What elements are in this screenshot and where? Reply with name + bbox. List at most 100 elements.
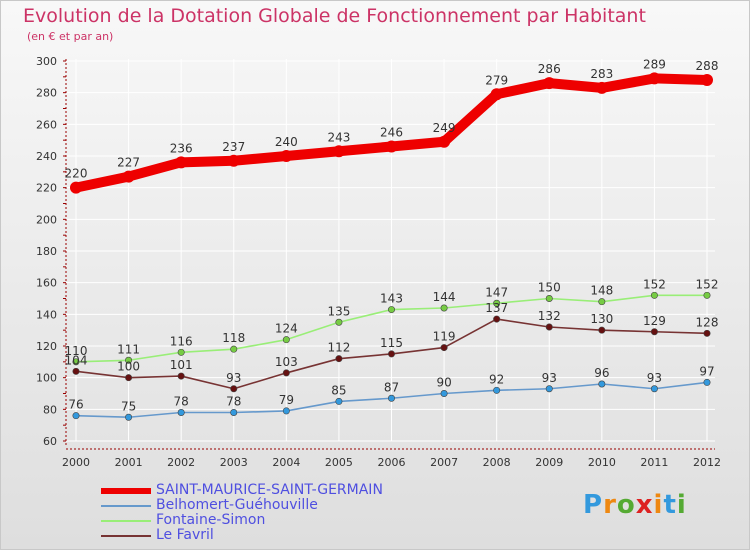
data-point bbox=[125, 374, 133, 382]
chart-subtitle: (en € et par an) bbox=[27, 30, 114, 43]
chart-title: Evolution de la Dotation Globale de Fonc… bbox=[23, 5, 646, 27]
y-tick-label: 300 bbox=[36, 55, 57, 68]
data-label: 124 bbox=[275, 322, 298, 336]
data-point bbox=[177, 372, 185, 380]
data-label: 129 bbox=[643, 314, 666, 328]
data-point bbox=[175, 156, 188, 169]
data-point bbox=[543, 77, 556, 90]
data-point bbox=[387, 306, 395, 314]
legend-label: Fontaine-Simon bbox=[156, 512, 266, 528]
data-label: 78 bbox=[174, 395, 189, 409]
x-tick-label: 2002 bbox=[167, 456, 195, 469]
legend-item: Fontaine-Simon bbox=[101, 513, 431, 528]
data-label: 118 bbox=[222, 331, 245, 345]
data-point bbox=[701, 74, 713, 86]
data-label: 97 bbox=[699, 364, 714, 378]
logo-letter: i bbox=[676, 490, 687, 520]
x-tick-label: 2012 bbox=[693, 456, 721, 469]
y-tick-label: 180 bbox=[36, 245, 57, 258]
data-label: 283 bbox=[590, 67, 613, 81]
grid-lines bbox=[66, 59, 715, 442]
data-label: 240 bbox=[275, 135, 298, 149]
series-lines bbox=[70, 72, 713, 421]
data-point bbox=[648, 72, 661, 85]
data-label: 130 bbox=[590, 312, 613, 326]
y-tick-label: 280 bbox=[36, 87, 57, 100]
x-tick-label: 2009 bbox=[535, 456, 563, 469]
x-tick-label: 2005 bbox=[325, 456, 353, 469]
legend-swatch bbox=[101, 535, 151, 537]
data-label: 78 bbox=[226, 395, 241, 409]
data-label: 115 bbox=[380, 336, 403, 350]
data-point bbox=[440, 344, 448, 352]
legend-label: Belhomert-Guéhouville bbox=[156, 497, 318, 513]
data-point bbox=[703, 378, 711, 386]
legend-swatch bbox=[101, 505, 151, 507]
data-point bbox=[387, 394, 395, 402]
legend-item: SAINT-MAURICE-SAINT-GERMAIN bbox=[101, 483, 431, 498]
data-point bbox=[438, 135, 451, 148]
data-label: 79 bbox=[279, 393, 294, 407]
data-point bbox=[650, 291, 658, 299]
x-tick-label: 2010 bbox=[588, 456, 616, 469]
legend-label: SAINT-MAURICE-SAINT-GERMAIN bbox=[156, 482, 383, 498]
data-point bbox=[332, 145, 345, 158]
data-point bbox=[280, 150, 293, 162]
data-label: 96 bbox=[594, 366, 609, 380]
y-tick-label: 80 bbox=[43, 403, 57, 416]
x-tick-label: 2001 bbox=[115, 456, 143, 469]
y-tick-label: 140 bbox=[36, 308, 57, 321]
data-point bbox=[385, 140, 398, 153]
data-label: 93 bbox=[542, 371, 557, 385]
data-label: 100 bbox=[117, 360, 140, 374]
logo-letter: P bbox=[583, 490, 604, 520]
data-label: 236 bbox=[170, 141, 193, 155]
data-point bbox=[335, 397, 343, 405]
legend-swatch bbox=[101, 488, 151, 494]
data-point bbox=[122, 170, 135, 183]
data-point bbox=[493, 386, 501, 394]
data-label: 144 bbox=[433, 290, 456, 304]
data-label: 112 bbox=[327, 341, 350, 355]
data-label: 116 bbox=[170, 334, 193, 348]
x-tick-label: 2007 bbox=[430, 456, 458, 469]
data-label: 289 bbox=[643, 57, 666, 71]
x-tick-label: 2008 bbox=[483, 456, 511, 469]
y-tick-label: 100 bbox=[36, 372, 57, 385]
x-tick-label: 2004 bbox=[272, 456, 300, 469]
data-label: 93 bbox=[226, 371, 241, 385]
data-point bbox=[493, 299, 501, 307]
data-label: 150 bbox=[538, 281, 561, 295]
data-point bbox=[598, 298, 606, 306]
data-point bbox=[125, 413, 133, 421]
data-label: 237 bbox=[222, 140, 245, 154]
data-label: 227 bbox=[117, 156, 140, 170]
data-point bbox=[177, 408, 185, 416]
axes: 60 80 100 120 140 160 180 200 220 240 260 280 300 200… bbox=[36, 55, 721, 469]
data-label: 92 bbox=[489, 372, 504, 386]
data-point bbox=[72, 367, 80, 375]
data-point bbox=[493, 315, 501, 323]
data-point bbox=[335, 318, 343, 326]
data-point bbox=[282, 336, 290, 344]
data-point bbox=[545, 323, 553, 331]
data-point bbox=[177, 348, 185, 356]
data-point bbox=[282, 369, 290, 377]
x-tick-label: 2000 bbox=[62, 456, 90, 469]
data-point bbox=[70, 181, 82, 194]
data-label: 76 bbox=[68, 398, 83, 412]
data-point bbox=[387, 350, 395, 358]
data-label: 132 bbox=[538, 309, 561, 323]
data-point bbox=[598, 380, 606, 388]
x-tick-label: 2003 bbox=[220, 456, 248, 469]
data-label: 279 bbox=[485, 73, 508, 87]
data-point bbox=[335, 355, 343, 363]
y-tick-label: 240 bbox=[36, 150, 57, 163]
data-label: 148 bbox=[590, 284, 613, 298]
logo-letter: i bbox=[653, 490, 664, 520]
legend-item: Le Favril bbox=[101, 528, 431, 543]
data-label: 243 bbox=[327, 130, 350, 144]
x-tick-label: 2006 bbox=[378, 456, 406, 469]
x-tick-label: 2011 bbox=[640, 456, 668, 469]
